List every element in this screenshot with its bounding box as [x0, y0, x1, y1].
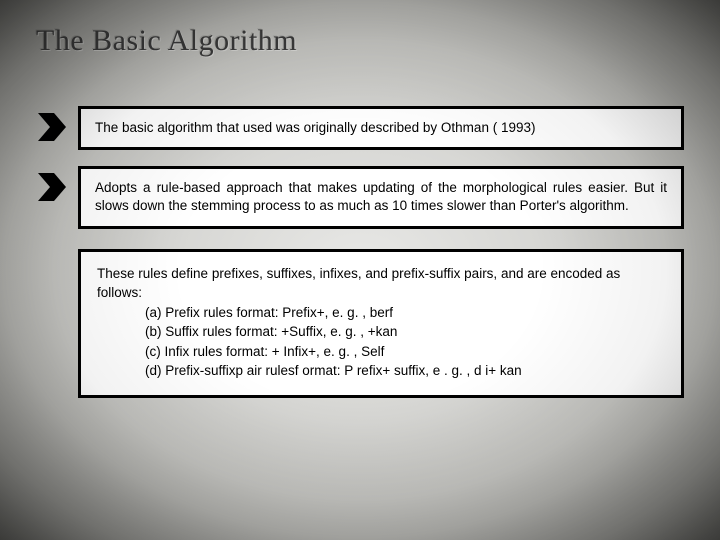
- bullet-shape: [38, 173, 66, 201]
- rule-item: (d) Prefix-suffixp air rulesf ormat: P r…: [145, 361, 665, 381]
- rule-item: (b) Suffix rules format: +Suffix, e. g. …: [145, 322, 665, 342]
- content-box-1: The basic algorithm that used was origin…: [78, 106, 684, 150]
- bullet-row-1: The basic algorithm that used was origin…: [36, 106, 684, 150]
- rules-box: These rules define prefixes, suffixes, i…: [78, 249, 684, 398]
- bullet-row-2: Adopts a rule-based approach that makes …: [36, 166, 684, 228]
- slide-title: The Basic Algorithm: [36, 24, 684, 58]
- slide: The Basic Algorithm The basic algorithm …: [0, 0, 720, 540]
- rule-item: (a) Prefix rules format: Prefix+, e. g. …: [145, 303, 665, 323]
- arrow-bullet-icon: [36, 170, 70, 204]
- arrow-bullet-icon: [36, 110, 70, 144]
- rules-list: (a) Prefix rules format: Prefix+, e. g. …: [97, 303, 665, 381]
- rule-item: (c) Infix rules format: + Infix+, e. g. …: [145, 342, 665, 362]
- rules-intro: These rules define prefixes, suffixes, i…: [97, 264, 665, 303]
- content-box-2: Adopts a rule-based approach that makes …: [78, 166, 684, 228]
- bullet-shape: [38, 113, 66, 141]
